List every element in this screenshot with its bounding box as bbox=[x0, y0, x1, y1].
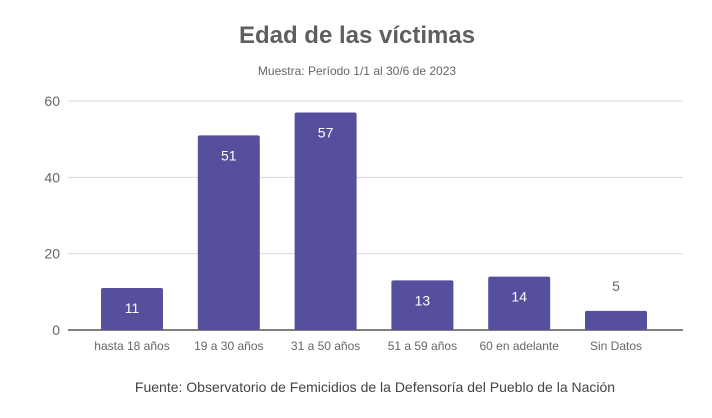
data-label: 14 bbox=[511, 289, 527, 305]
data-label: 51 bbox=[221, 147, 237, 163]
bar bbox=[488, 276, 551, 330]
y-tick-label: 0 bbox=[52, 322, 60, 338]
chart-source: Fuente: Observatorio de Femicidios de la… bbox=[135, 379, 615, 395]
y-tick-label: 20 bbox=[44, 246, 60, 262]
x-tick-label: 19 a 30 años bbox=[194, 339, 263, 353]
data-label: 13 bbox=[415, 292, 431, 308]
bar bbox=[294, 112, 357, 330]
bar bbox=[391, 280, 454, 330]
data-label: 5 bbox=[612, 278, 620, 294]
data-label: 11 bbox=[125, 300, 140, 316]
bar bbox=[197, 135, 260, 330]
chart-title: Edad de las víctimas bbox=[239, 22, 475, 49]
y-tick-label: 40 bbox=[44, 169, 60, 185]
x-tick-label: 60 en adelante bbox=[479, 339, 559, 353]
chart-subtitle: Muestra: Período 1/1 al 30/6 de 2023 bbox=[258, 64, 456, 78]
x-tick-label: hasta 18 años bbox=[94, 339, 169, 353]
x-tick-label: Sin Datos bbox=[590, 339, 642, 353]
bar bbox=[585, 310, 647, 330]
bar bbox=[101, 288, 163, 330]
x-tick-label: 51 a 59 años bbox=[388, 339, 457, 353]
y-tick-label: 60 bbox=[44, 93, 60, 109]
data-label: 57 bbox=[318, 124, 334, 140]
x-tick-label: 31 a 50 años bbox=[291, 339, 360, 353]
